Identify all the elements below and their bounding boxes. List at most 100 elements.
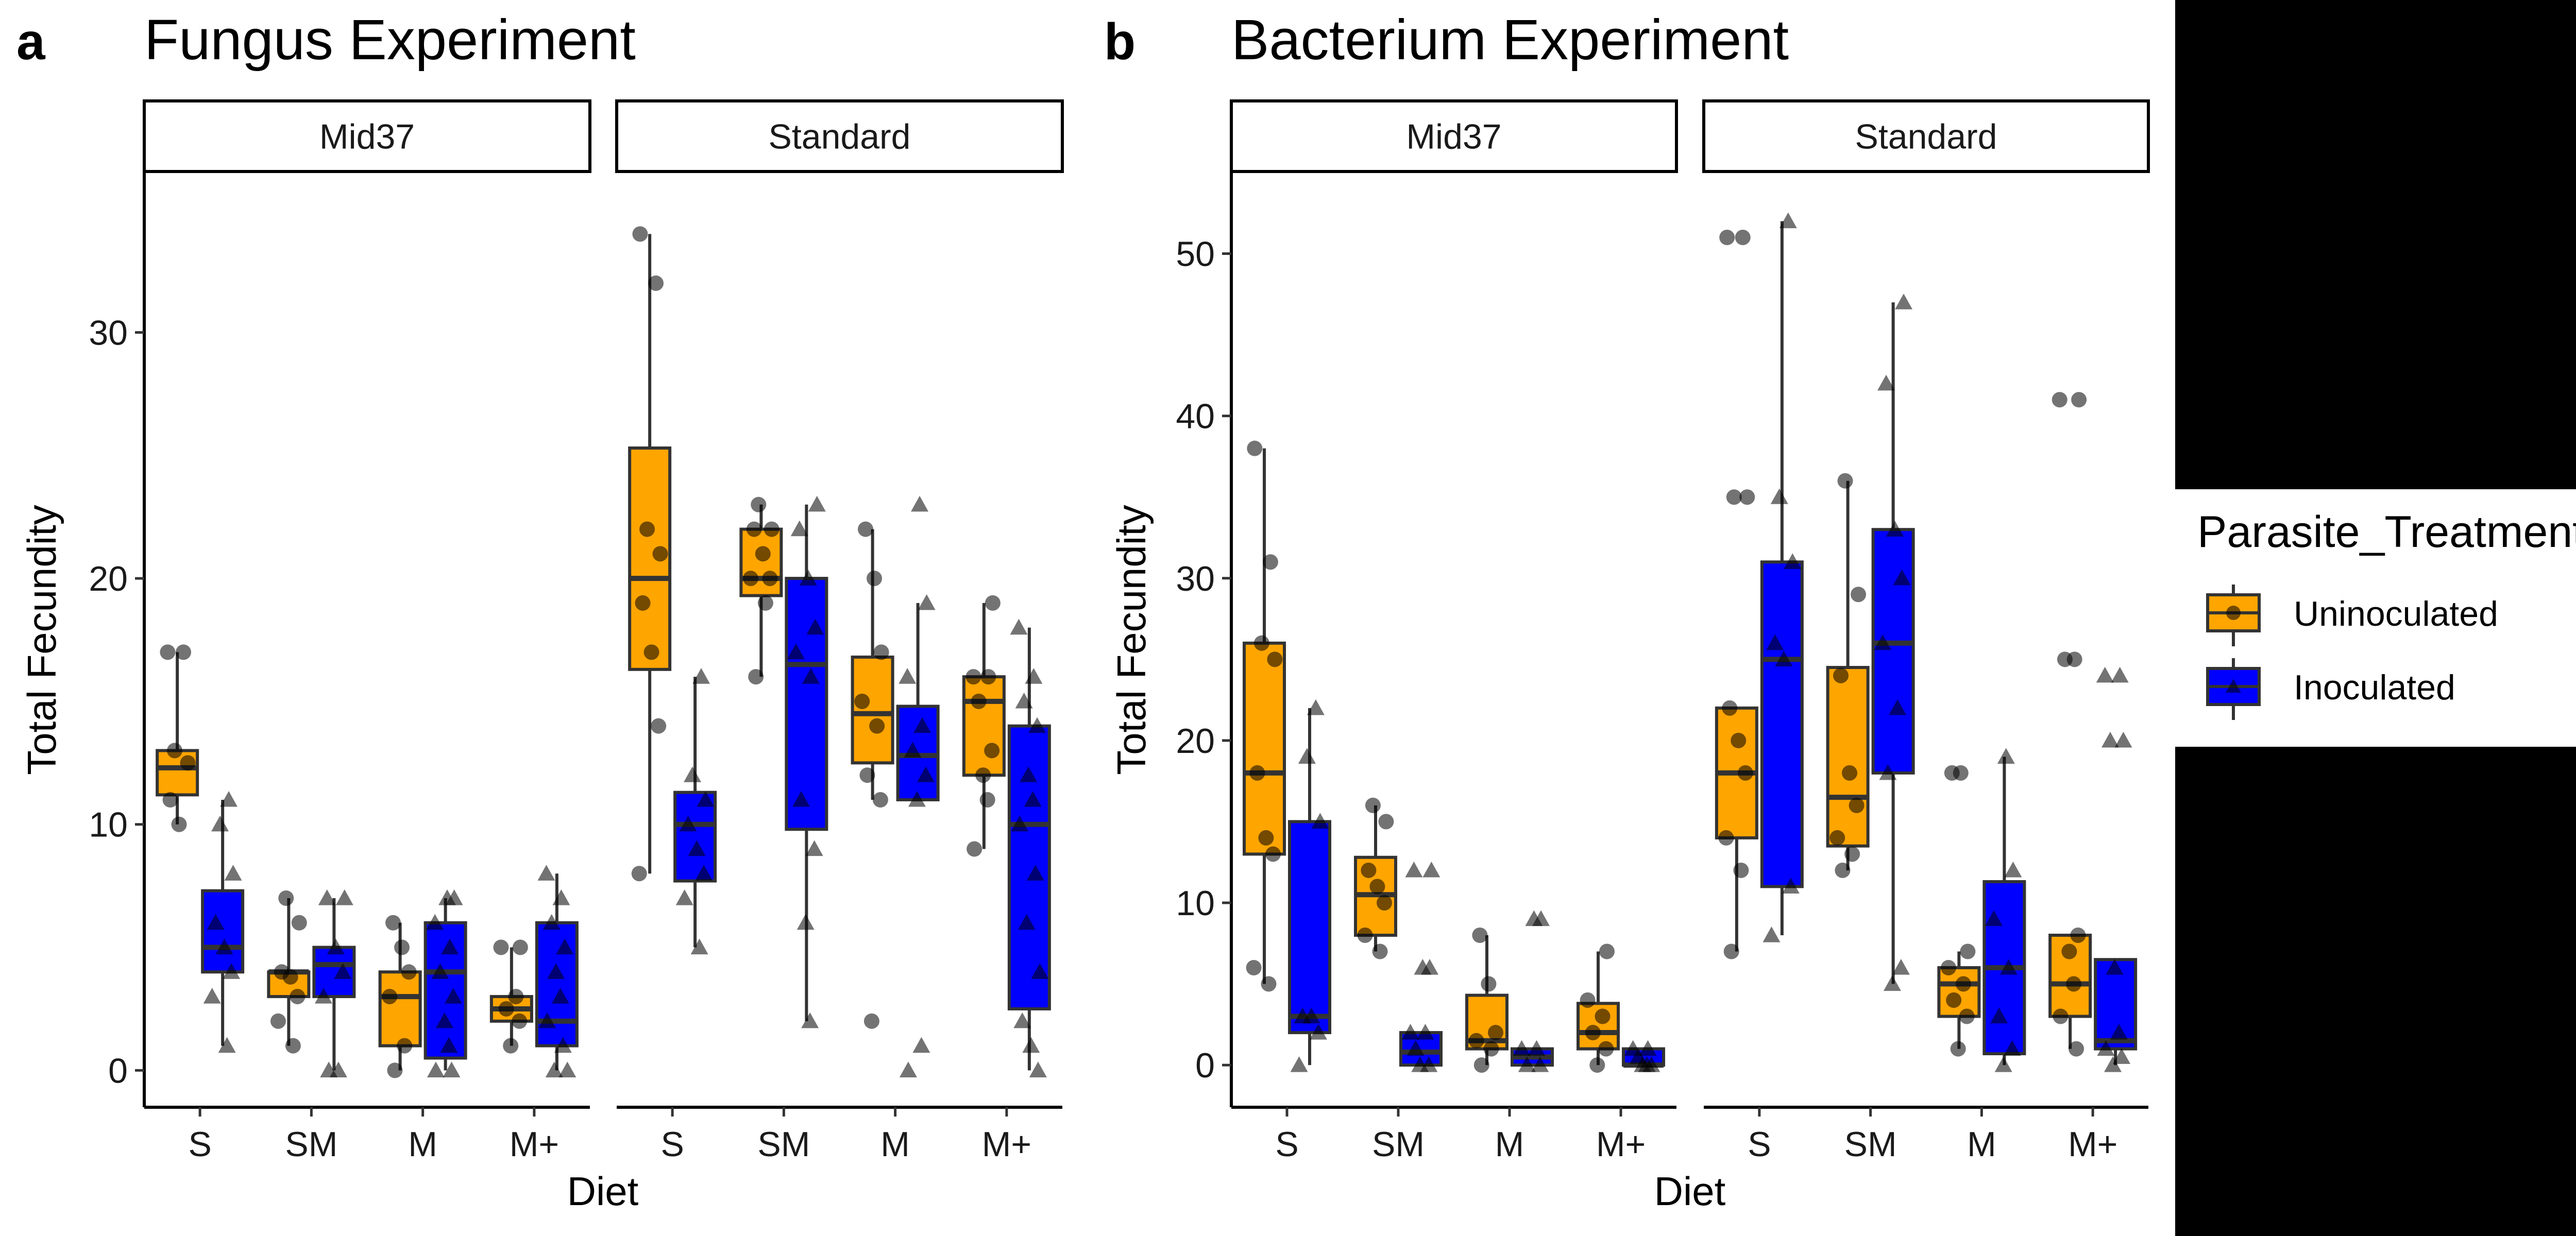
data-point [401, 964, 417, 980]
box-m-uninoculated [378, 915, 422, 1078]
data-point [1267, 651, 1283, 667]
data-point [547, 963, 565, 979]
box-mplus-inoculated [1622, 1040, 1665, 1072]
data-point [1997, 748, 2015, 764]
data-point [493, 939, 509, 955]
data-point [1010, 619, 1028, 635]
box-s-uninoculated [628, 226, 672, 882]
data-point [1719, 230, 1735, 246]
box-s-uninoculated [1715, 230, 1758, 959]
data-point [223, 963, 241, 979]
legend-key-point [2226, 606, 2241, 620]
data-point [1481, 976, 1497, 992]
box-body [785, 577, 828, 831]
data-point [806, 619, 824, 635]
data-point [1999, 959, 2018, 975]
data-point [912, 1037, 930, 1053]
x-tick-label: M [1495, 1125, 1524, 1164]
data-point [180, 755, 196, 771]
data-point [176, 644, 192, 660]
data-point [335, 889, 353, 905]
x-tick-label: S [188, 1125, 211, 1164]
data-point [1595, 1008, 1611, 1024]
data-point [1959, 1008, 1975, 1024]
data-point [751, 496, 767, 512]
data-point [508, 989, 524, 1005]
panel-title: Fungus Experiment [144, 8, 636, 72]
data-point [801, 1012, 819, 1028]
data-point [971, 693, 987, 709]
data-point [787, 643, 805, 659]
data-point [1833, 667, 1849, 683]
data-point [792, 791, 810, 807]
data-point [512, 1013, 528, 1029]
box-s-inoculated [673, 668, 717, 955]
data-point [1940, 960, 1956, 976]
y-tick-label: 20 [1176, 722, 1215, 761]
facet-strip [1702, 99, 2150, 173]
box-s-inoculated [1288, 699, 1331, 1072]
data-point [545, 1061, 563, 1077]
panel-b: b Bacterium Experiment 0 10 20 30 40 50 Total Fe… [1104, 8, 2150, 1214]
box-m-uninoculated [1937, 765, 1981, 1057]
box-body [1937, 966, 1981, 1018]
data-point [503, 1038, 519, 1054]
data-point [967, 841, 982, 857]
data-point [1357, 927, 1373, 943]
data-point [2057, 651, 2073, 667]
data-point [690, 938, 708, 955]
data-point [1377, 895, 1392, 911]
data-point [1025, 668, 1043, 684]
data-point [1960, 943, 1976, 959]
data-point [1739, 489, 1755, 505]
data-point [291, 915, 307, 931]
data-point [207, 914, 225, 930]
y-tick-label: 30 [1176, 559, 1215, 598]
data-point [651, 718, 667, 734]
data-point [2003, 1040, 2021, 1056]
data-point [1020, 766, 1038, 782]
data-point [1766, 634, 1784, 650]
data-point [799, 570, 817, 586]
box-body [851, 655, 894, 765]
data-point [2071, 392, 2087, 408]
data-point [1598, 1041, 1614, 1057]
box-body [378, 970, 422, 1048]
data-point [445, 889, 463, 905]
data-point [2004, 861, 2022, 878]
data-point [1026, 865, 1044, 881]
data-point [327, 938, 345, 955]
data-point [537, 865, 555, 881]
data-point [1028, 717, 1046, 733]
data-point [1779, 212, 1797, 229]
data-point [802, 668, 820, 684]
data-point [858, 521, 874, 537]
data-point [695, 865, 713, 881]
data-point [203, 988, 221, 1004]
panel-letter: b [1104, 13, 1136, 71]
x-tick-label: S [1748, 1125, 1771, 1164]
data-point [1361, 862, 1377, 878]
box-mplus-uninoculated [2048, 392, 2092, 1057]
data-point [1829, 830, 1845, 846]
data-point [1950, 1041, 1966, 1057]
box-sm-uninoculated [1354, 797, 1397, 959]
data-point [552, 889, 570, 905]
data-point [1883, 975, 1901, 991]
data-point [556, 938, 574, 955]
data-point [1011, 815, 1029, 832]
data-point [1378, 814, 1394, 830]
data-point [215, 938, 233, 955]
data-point [1837, 473, 1853, 489]
data-point [697, 791, 715, 807]
y-tick-label: 0 [1195, 1046, 1215, 1085]
data-point [1851, 587, 1867, 603]
box-s-inoculated [1760, 212, 1804, 942]
data-point [1877, 374, 1895, 391]
legend: Parasite_Treatment Uninoculated Inoculated [2175, 489, 2576, 747]
data-point [1895, 294, 1913, 310]
facet-strip [615, 99, 1064, 173]
data-point [558, 1061, 577, 1077]
x-tick-label: SM [285, 1125, 337, 1164]
